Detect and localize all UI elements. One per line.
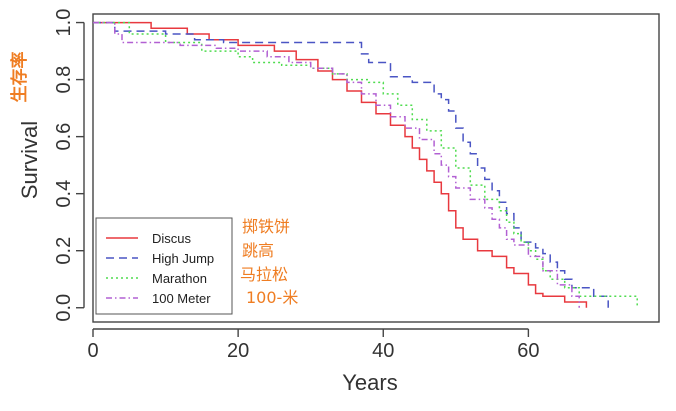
x-axis-title: Years [342,370,397,395]
x-tick-label: 0 [87,340,98,362]
x-tick-label: 60 [517,340,539,362]
y-tick-label: 1.0 [53,9,75,37]
series-line-high-jump [93,21,609,308]
x-tick-label: 40 [372,340,394,362]
series-annotation: 马拉松 [240,265,288,284]
series-annotation: 跳高 [242,241,274,260]
series-annotation: 100-米 [246,288,298,307]
y-tick-label: 0.2 [53,237,75,265]
legend-label: High Jump [152,251,214,266]
x-tick-label: 20 [227,340,249,362]
y-tick-label: 0.4 [53,180,75,208]
y-axis-annotation: 生存率 [9,52,30,103]
y-tick-label: 0.6 [53,123,75,151]
legend-label: Discus [152,231,192,246]
legend-box [95,217,233,315]
y-axis-title: Survival [17,121,42,199]
legend: Discus High Jump Marathon 100 Meter [95,217,233,315]
series-annotation: 掷铁饼 [242,217,290,236]
plot-frame [92,13,660,323]
legend-label: 100 Meter [152,291,211,306]
y-tick-label: 0.0 [53,294,75,322]
series-line-marathon [93,21,638,308]
x-axis: 0 20 40 60 [87,328,540,362]
series-lines [93,21,638,308]
series-line-discus [93,21,588,308]
legend-label: Marathon [152,271,207,286]
y-tick-label: 0.8 [53,66,75,94]
y-axis: 0.0 0.2 0.4 0.6 0.8 1.0 [53,9,85,322]
